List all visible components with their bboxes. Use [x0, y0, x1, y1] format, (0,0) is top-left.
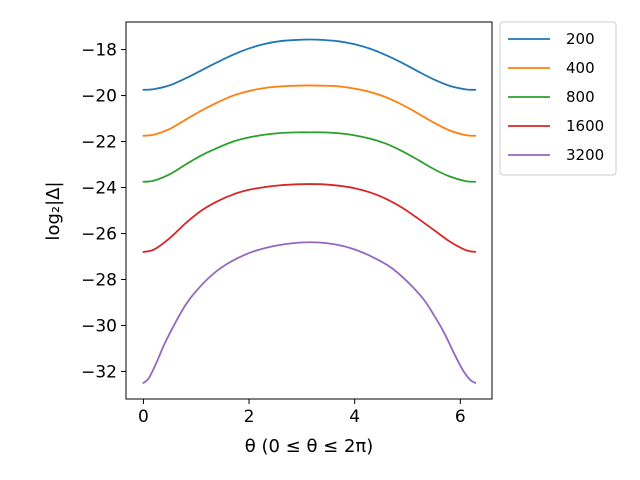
plot-frame [125, 21, 493, 400]
legend: 200 400 800 1600 3200 [499, 21, 617, 176]
series-line-200 [142, 38, 477, 91]
legend-label-400: 400 [566, 59, 595, 77]
x-tick-label: 6 [455, 407, 466, 427]
y-tick-label: −24 [81, 179, 117, 199]
legend-label-800: 800 [566, 88, 595, 106]
series-line-800 [142, 131, 477, 183]
x-tick-label: 2 [244, 407, 255, 427]
x-tick-label: 0 [138, 407, 149, 427]
x-axis: 0 2 4 6 [138, 399, 466, 427]
legend-label-200: 200 [566, 30, 595, 48]
y-tick-label: −20 [81, 87, 117, 107]
y-axis: −18 −20 −22 −24 −26 −28 −30 −32 [81, 41, 126, 382]
legend-label-3200: 3200 [566, 146, 604, 164]
series-layer [142, 38, 477, 384]
series-line-3200 [142, 241, 477, 384]
series-line-400 [142, 84, 477, 137]
legend-frame [499, 21, 617, 176]
series-line-1600 [142, 183, 477, 253]
y-tick-label: −22 [81, 133, 117, 153]
y-tick-label: −18 [81, 41, 117, 61]
y-tick-label: −32 [81, 362, 117, 382]
legend-label-1600: 1600 [566, 117, 604, 135]
y-tick-label: −26 [81, 224, 117, 244]
y-tick-label: −30 [81, 316, 117, 336]
x-tick-label: 4 [349, 407, 360, 427]
y-tick-label: −28 [81, 270, 117, 290]
y-axis-label: log₂|Δ| [43, 181, 64, 240]
x-axis-label: θ (0 ≤ θ ≤ 2π) [245, 436, 374, 457]
